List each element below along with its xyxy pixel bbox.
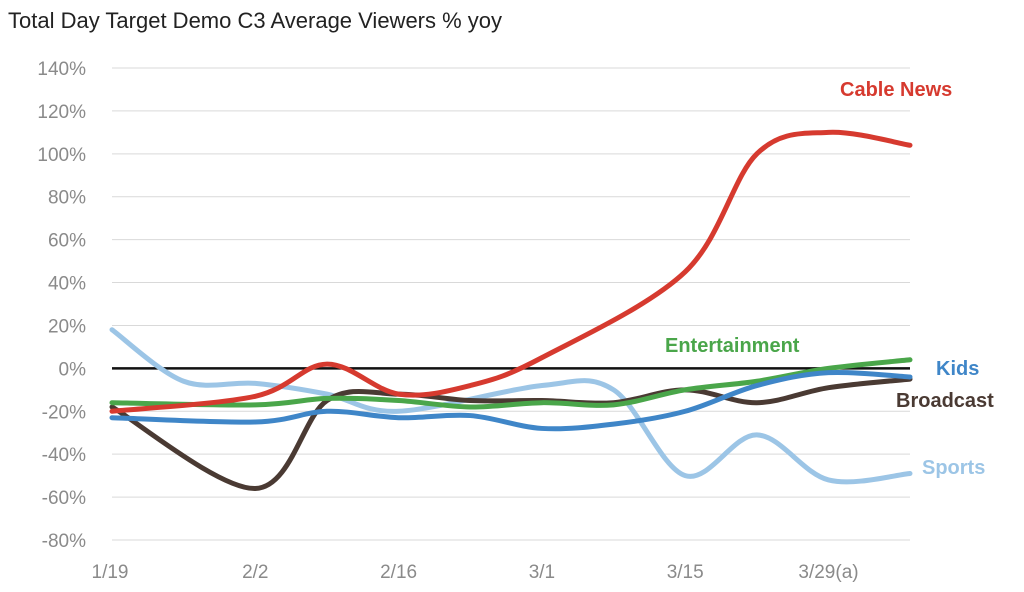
series-line-entertainment — [109, 357, 913, 410]
gridlines — [112, 67, 910, 541]
series-line-sports — [109, 327, 913, 485]
y-tick-label: 20% — [48, 316, 86, 337]
y-tick-label: 80% — [48, 188, 86, 209]
series-line-cable-news — [109, 129, 913, 414]
x-tick-label: 3/29(a) — [798, 562, 858, 583]
y-tick-label: -60% — [42, 488, 86, 509]
x-tick-label: 3/15 — [667, 562, 704, 583]
series-label-broadcast: Broadcast — [896, 390, 994, 412]
y-tick-label: -40% — [42, 445, 86, 466]
y-tick-label: 120% — [37, 102, 86, 123]
y-tick-label: 0% — [59, 359, 87, 380]
y-tick-label: 100% — [37, 145, 86, 166]
y-tick-label: -20% — [42, 402, 86, 423]
series-line-kids — [109, 369, 913, 432]
series-label-cable-news: Cable News — [840, 79, 952, 101]
x-tick-label: 2/16 — [380, 562, 417, 583]
series-label-sports: Sports — [922, 457, 985, 479]
x-tick-label: 2/2 — [242, 562, 268, 583]
series-lines — [109, 129, 913, 492]
series-line-broadcast — [109, 376, 913, 492]
y-tick-label: 140% — [37, 59, 86, 80]
series-label-entertainment: Entertainment — [665, 335, 800, 357]
y-tick-label: 60% — [48, 231, 86, 252]
x-tick-label: 1/19 — [92, 562, 129, 583]
y-tick-label: -80% — [42, 531, 86, 552]
x-tick-label: 3/1 — [529, 562, 555, 583]
series-label-kids: Kids — [936, 358, 979, 380]
y-tick-label: 40% — [48, 274, 86, 295]
series-labels: Cable News Entertainment Kids Broadcast Spor… — [665, 79, 994, 479]
x-axis-ticks: 1/19 2/2 2/16 3/1 3/15 3/29(a) — [92, 562, 859, 583]
chart-title: Total Day Target Demo C3 Average Viewers… — [8, 8, 503, 33]
y-axis-ticks: 140% 120% 100% 80% 60% 40% 20% 0% -20% -40% -60% -8… — [37, 59, 86, 552]
